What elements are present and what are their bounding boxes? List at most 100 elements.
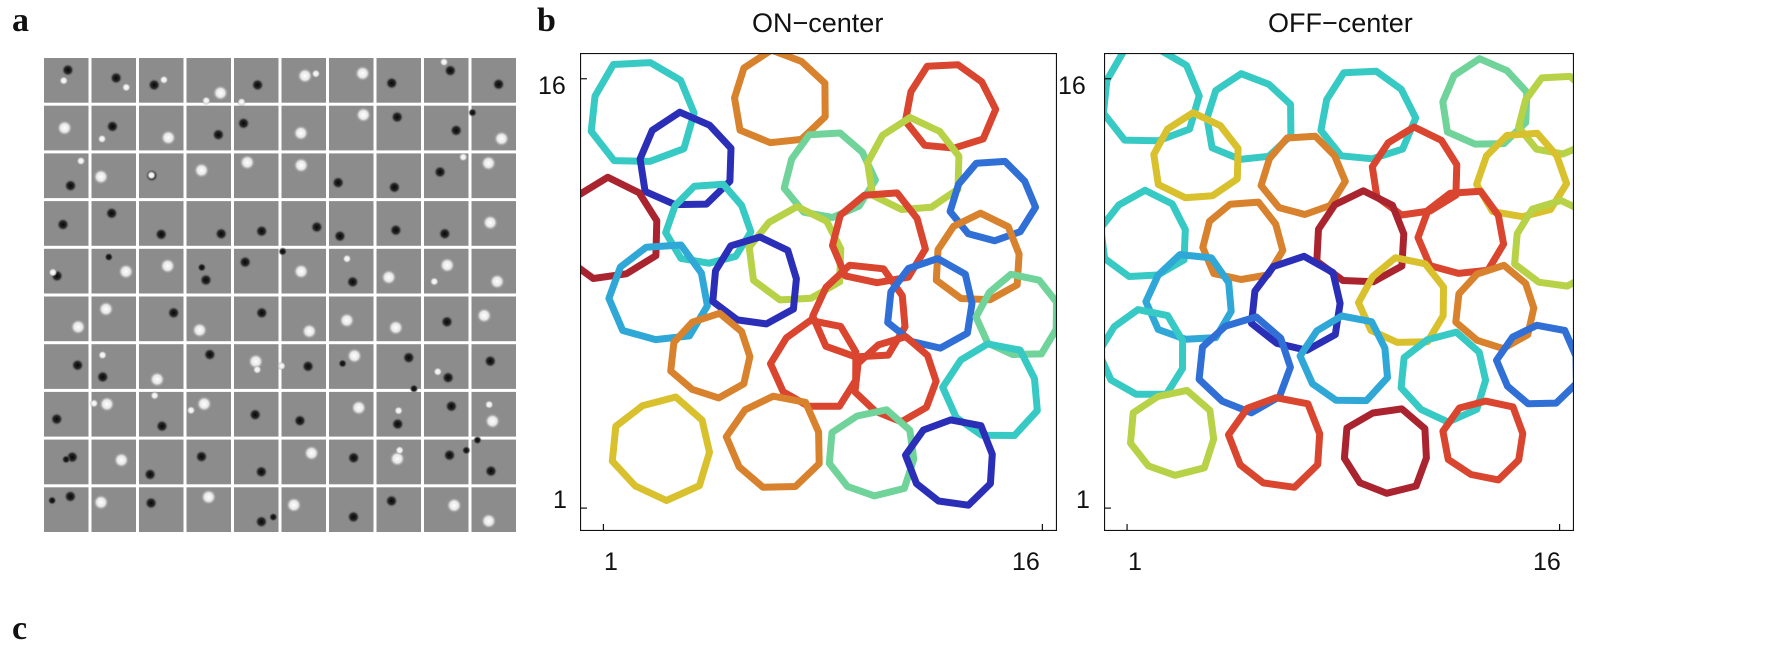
dark-spot [483,354,497,368]
dark-spot [391,417,405,431]
edge-spot [201,96,211,106]
panel-label-b: b [537,2,556,39]
edge-spot [409,384,419,394]
rf-outline [1452,261,1538,353]
dark-spot [310,220,324,234]
grid-tile [281,391,326,437]
rf-outline [1104,186,1189,280]
on-ytick-1: 1 [553,486,567,514]
dark-spot [433,165,447,179]
rf-outline [1313,187,1408,286]
edge-spot [429,277,439,287]
grid-tile [186,153,231,199]
grid-tile [186,391,231,437]
rf-outline [1142,251,1235,343]
edge-spot [197,262,207,272]
dark-spot [346,275,360,289]
light-spot [380,269,397,286]
grid-tile [471,435,516,485]
panel-label-a: a [12,2,29,39]
rf-outline [932,209,1023,304]
grid-tile [471,153,516,199]
dark-spot [440,315,454,329]
dark-spot [390,110,404,124]
plot-frame [580,53,1057,531]
grid-tile [471,201,516,246]
grid-tile [186,439,231,485]
dark-spot [143,467,157,481]
plot-frame [1104,53,1574,531]
light-spot [480,512,497,529]
grid-tile [471,391,516,437]
light-spot [350,399,367,416]
grid-tile [376,439,421,485]
rf-outline [1340,405,1430,497]
rf-outline [851,333,940,426]
rf-outline [709,233,800,328]
light-spot [476,307,493,324]
rf-outline [809,261,909,361]
edge-spot [121,82,131,92]
edge-spot [159,75,169,85]
dark-spot [254,515,268,529]
light-spot [98,301,115,318]
edge-spot [97,134,107,144]
dark-spot [255,306,269,320]
edge-spot [268,512,278,522]
on-ytick-16: 16 [538,72,566,100]
light-spot [297,67,314,84]
grid-tile [91,58,136,103]
light-spot [387,319,404,336]
dark-spot [255,224,269,238]
rf-outline [1104,306,1187,398]
grid-tile [44,391,89,437]
grid-tile [139,58,184,103]
light-spot [200,489,217,506]
dark-spot [444,399,458,413]
grid-tile [471,248,516,294]
grid-tile [376,201,421,246]
grid-tile [89,391,136,437]
edge-spot [342,254,352,264]
edge-spot [461,445,471,455]
rf-outline [1515,72,1574,158]
grid-tile [139,344,184,389]
grid-tile [329,248,374,294]
rf-outline [1368,123,1461,219]
dark-spot [248,408,262,422]
light-spot [484,413,501,430]
on-xtick-16: 16 [1012,548,1040,576]
off-xtick-16: 16 [1533,548,1561,576]
grid-tile [44,487,89,532]
rf-outline [1104,53,1203,145]
edge-spot [472,435,482,445]
dark-spot [195,450,209,464]
light-spot [159,257,176,274]
dark-spot [441,371,455,385]
edge-spot [395,445,405,455]
grid-tile [91,105,136,151]
rf-outline [667,309,754,402]
receptive-field-grid [44,58,516,532]
grid-tile [376,487,421,532]
light-spot [118,263,135,280]
dark-spot [331,176,345,190]
rf-outline [1511,197,1574,290]
grid-tile [139,391,184,437]
edge-spot [47,495,57,505]
light-spot [439,257,456,274]
light-spot [193,162,210,179]
dark-spot [492,77,506,91]
dark-spot [144,496,158,510]
rf-outline [884,255,976,352]
grid-tile [234,344,279,389]
grid-tile [376,153,421,199]
grid-tile [91,296,136,342]
rf-outline [605,241,711,344]
off-center-title: OFF−center [1268,8,1413,38]
grid-tile [329,391,374,437]
rf-outline [1248,252,1344,354]
grid-tile [186,201,231,246]
grid-tile [471,296,516,342]
dark-spot [71,358,85,372]
